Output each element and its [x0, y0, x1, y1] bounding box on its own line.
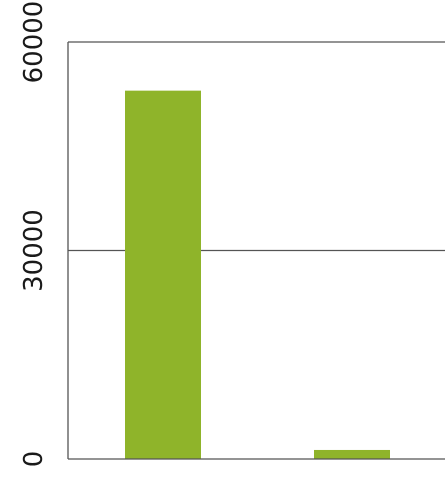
gridlines: [68, 41, 445, 252]
y-tick-labels: 0 30000 60000: [19, 1, 49, 468]
y-tick-label-30000: 30000: [19, 209, 49, 292]
y-tick-label-0: 0: [19, 451, 49, 468]
bars: [125, 90, 390, 460]
bar-1: [125, 90, 201, 460]
bar-2: [314, 449, 390, 459]
axes: [67, 42, 445, 460]
y-tick-label-60000: 60000: [19, 1, 49, 84]
